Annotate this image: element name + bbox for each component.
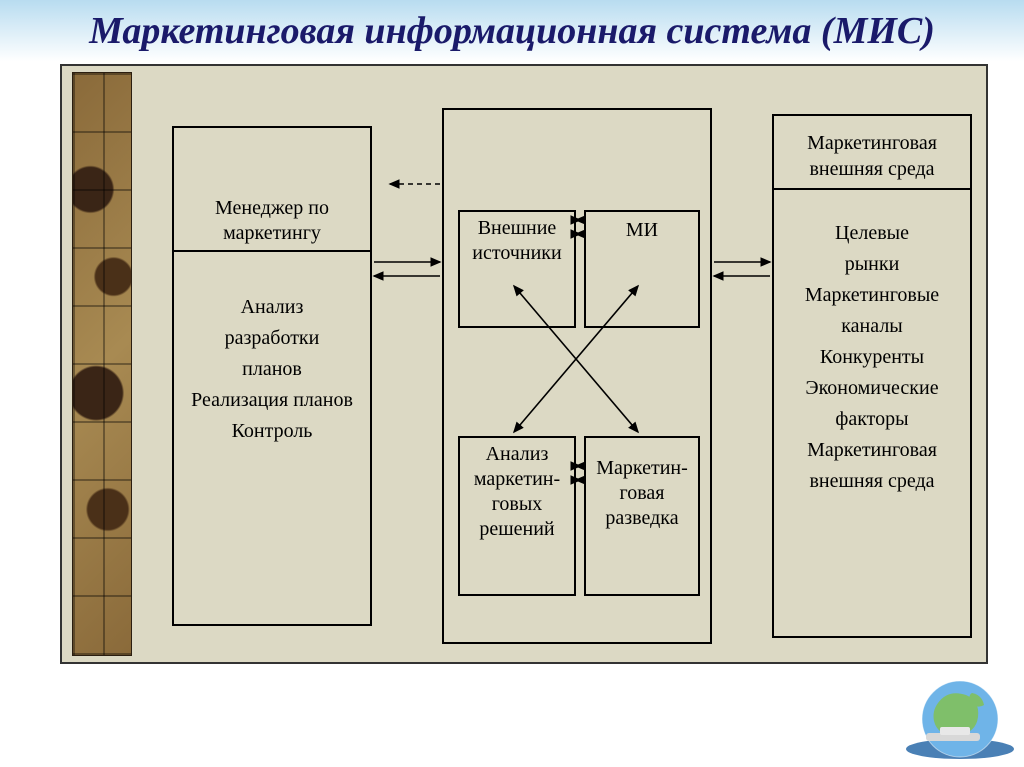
env-line: Целевые: [835, 222, 909, 244]
env-line: факторы: [835, 408, 908, 430]
env-line: рынки: [845, 253, 900, 275]
env-line: каналы: [841, 315, 902, 337]
env-line: Экономические: [805, 377, 938, 399]
env-line: Маркетинговая: [807, 439, 937, 461]
manager-line: планов: [242, 358, 302, 380]
globe-decor-icon: [898, 663, 1018, 763]
env-header: Маркетинговая внешняя среда: [774, 130, 970, 190]
block-sources: Внешние источники: [458, 210, 576, 328]
block-manager: Менеджер по маркетингу Анализ разработки…: [172, 126, 372, 626]
env-line: Конкуренты: [820, 346, 924, 368]
manager-line: Анализ: [241, 296, 304, 318]
block-intel: Маркетин-говая разведка: [584, 436, 700, 596]
block-mi: МИ: [584, 210, 700, 328]
env-body: Целевые рынки Маркетинговые каналы Конку…: [774, 218, 970, 497]
block-analysis: Анализ маркетин-говых решений: [458, 436, 576, 596]
manager-header: Менеджер по маркетингу: [174, 196, 370, 252]
block-mis-container: Внешние источники МИ Анализ маркетин-гов…: [442, 108, 712, 644]
diagram-frame: Менеджер по маркетингу Анализ разработки…: [60, 64, 988, 664]
manager-line: Реализация планов: [191, 389, 353, 411]
block-env: Маркетинговая внешняя среда Целевые рынк…: [772, 114, 972, 638]
manager-body: Анализ разработки планов Реализация план…: [183, 292, 361, 447]
env-line: внешняя среда: [809, 470, 934, 492]
manager-line: разработки: [225, 327, 320, 349]
manager-line: Контроль: [232, 420, 313, 442]
texture-strip: [72, 72, 132, 656]
page-title: Маркетинговая информационная система (МИ…: [0, 0, 1024, 60]
env-line: Маркетинговые: [805, 284, 939, 306]
